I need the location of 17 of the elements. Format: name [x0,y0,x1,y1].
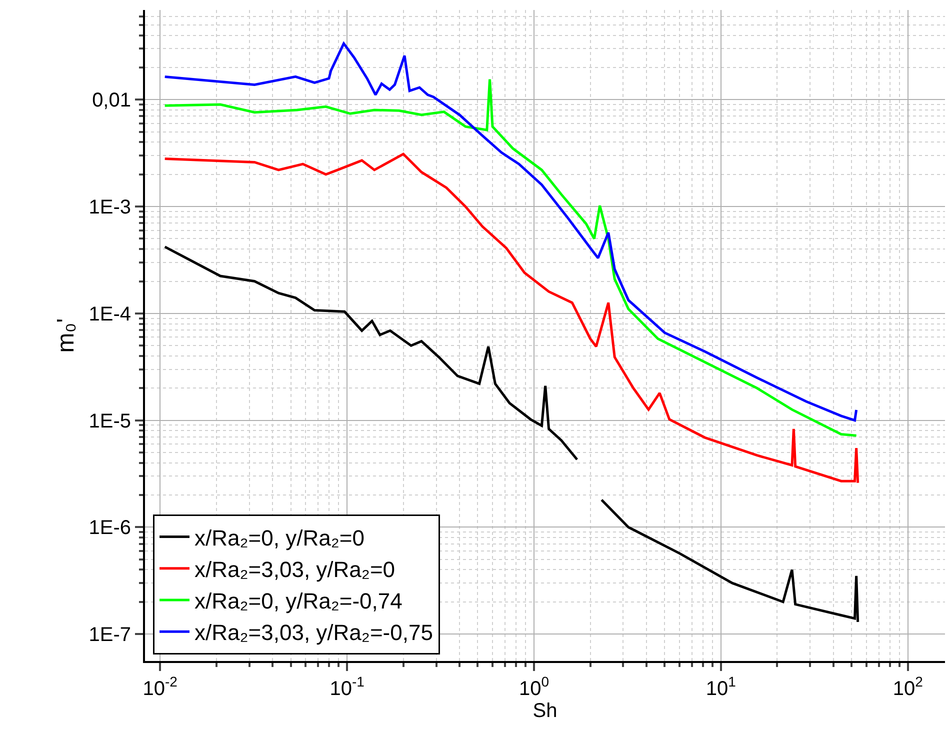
y-tick-label: 1E-3 [88,196,131,219]
x-axis-title: Sh [532,700,558,722]
x-tick-label: 10$^{0}$ [518,674,550,700]
y-tick-label: 1E-5 [88,410,131,432]
legend-label: x/Ra₂=3,03, y/Ra₂=0 [194,556,396,582]
legend-label: x/Ra₂=0, y/Ra₂=-0,74 [194,588,402,614]
y-tick-label: 1E-6 [88,517,131,540]
legend-label: x/Ra₂=3,03, y/Ra₂=-0,75 [194,620,433,646]
y-tick-label: 1E-7 [88,624,131,646]
y-tick-label: 0,01 [92,90,131,112]
y-axis-title: m₀' [52,318,80,353]
x-tick-label: 10$^{1}$ [706,674,736,700]
legend-label: x/Ra₂=0, y/Ra₂=0 [194,525,364,550]
y-tick-label: 1E-4 [88,303,131,326]
x-tick-label: 10$^{-1}$ [330,674,365,700]
x-tick-label: 10$^{-2}$ [142,674,178,700]
x-tick-label: 10$^{2}$ [892,674,924,700]
